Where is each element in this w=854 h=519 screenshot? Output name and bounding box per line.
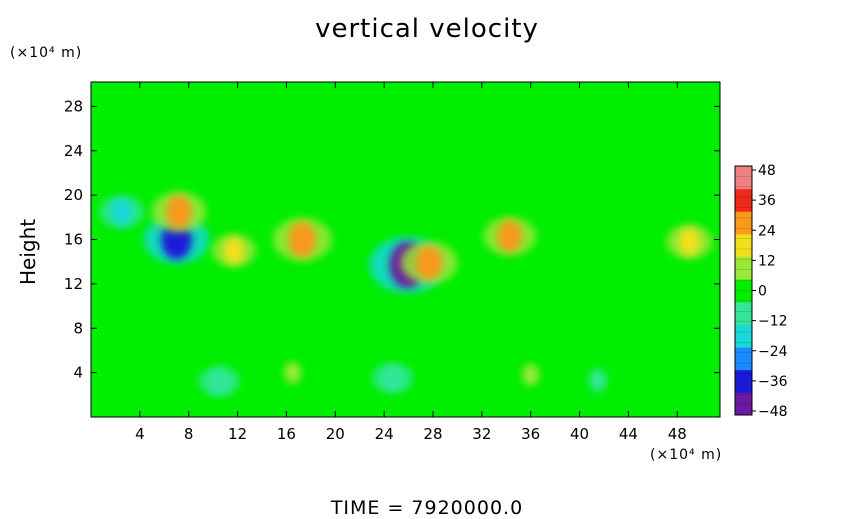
colorbar-tick-label: −24 [758,344,788,360]
x-tick-label: 24 [375,425,394,443]
plot-frame [90,81,721,418]
field-feature-core [284,361,301,384]
x-tick-label: 16 [277,425,296,443]
x-tick-label: 4 [135,425,145,443]
colorbar-tick-label: −48 [758,404,788,420]
field-feature-core [166,195,192,229]
colorbar-tick-label: 36 [758,193,776,209]
field-feature-core [383,366,403,391]
field-feature-core [522,363,540,386]
colorbar-segment [735,188,752,212]
colorbar-segment [735,392,752,416]
y-tick-label: 16 [64,231,83,249]
colorbar-segment [735,166,752,190]
y-tick-label: 4 [73,364,83,382]
field-feature-core [497,220,523,253]
x-tick-label: 44 [619,425,638,443]
field-feature-core [223,237,245,265]
y-axis-unit: (×10⁴ m) [10,45,83,61]
colorbar-tick-label: −12 [758,314,788,330]
colorbar-segment [735,233,752,258]
chart-title: vertical velocity [315,14,539,44]
field-feature-core [678,227,701,256]
y-tick-label: 20 [64,186,83,204]
y-tick-label: 12 [64,275,83,293]
colorbar-segment [735,279,752,303]
field-feature-core [111,198,132,226]
field-feature-core [288,221,317,258]
colorbar-tick-label: 24 [758,223,776,239]
colorbar-tick-label: −36 [758,374,788,390]
colorbar-segment [735,347,752,371]
x-tick-label: 32 [472,425,491,443]
y-tick-label: 24 [64,142,83,160]
colorbar-tick-label: 12 [758,253,776,269]
colorbar-tick-label: 0 [758,284,767,300]
colorbar-segment [735,369,752,393]
x-tick-label: 48 [668,425,687,443]
time-label: TIME = 7920000.0 [330,497,524,519]
x-tick-label: 28 [423,425,442,443]
x-tick-label: 40 [570,425,589,443]
colorbar-segment [735,301,752,325]
colorbar-segment [735,256,752,280]
x-tick-label: 12 [228,425,247,443]
x-tick-label: 36 [521,425,540,443]
colorbar-tick-label: 48 [758,163,776,179]
x-tick-label: 20 [326,425,345,443]
y-tick-label: 28 [64,97,83,115]
colorbar-segment [735,211,752,235]
field-feature-core [588,368,607,392]
y-tick-label: 8 [73,319,83,337]
field-feature-core [415,245,443,281]
x-axis-unit: (×10⁴ m) [650,447,723,463]
field-features [99,191,713,397]
field-feature-core [209,369,229,394]
colorbar-segment [735,324,752,348]
x-tick-label: 8 [184,425,194,443]
